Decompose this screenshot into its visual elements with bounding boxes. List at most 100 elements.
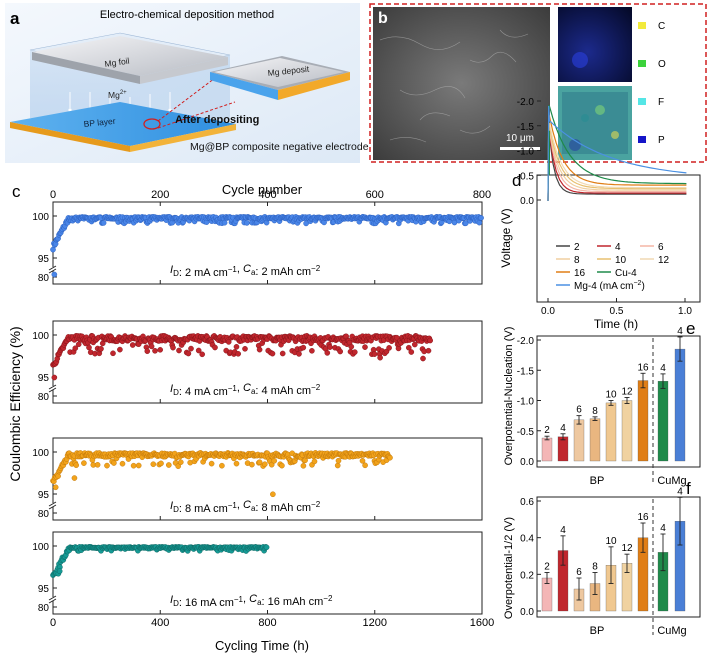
scale-bar (500, 147, 540, 150)
data-point (256, 459, 263, 466)
data-point (462, 220, 469, 227)
data-point (335, 457, 342, 464)
data-points (50, 450, 393, 498)
y-tick-label: 95 (38, 373, 50, 384)
after-depositing-label: After depositing (175, 114, 259, 126)
bar-label: 4 (660, 363, 666, 374)
panel-c-subplots: 100 95 80 ID: 2 mA cm−1, Ca: 2 mAh cm−2 100 9… (32, 189, 494, 629)
data-point (261, 461, 268, 468)
eds-legend: C O F P (638, 21, 666, 146)
mg-foil (32, 36, 228, 76)
bar-label: 4 (560, 525, 566, 536)
eds-map-spot (572, 52, 588, 68)
group-label-cumg: CuMg (657, 475, 686, 487)
data-point (176, 347, 182, 354)
data-point (199, 351, 205, 358)
bar-1 (557, 436, 569, 462)
axis-break-mark (48, 265, 57, 271)
mg-deposit-cu-edge (278, 72, 350, 100)
bar-0 (541, 437, 553, 462)
subplot-condition-label: ID: 4 mA cm−1, Ca: 4 mAh cm−2 (170, 382, 321, 398)
data-point (195, 347, 202, 354)
subplot-8: 100 95 80 ID: 8 mA cm−1, Ca: 8 mAh cm−2 (32, 437, 483, 521)
bottom-tick-label: 1200 (363, 617, 387, 629)
data-point (478, 215, 484, 221)
data-point (279, 350, 286, 357)
voltage-curve (547, 122, 687, 202)
data-point (263, 544, 270, 551)
legend-label: 16 (574, 268, 586, 279)
data-point (152, 347, 158, 354)
data-point (130, 462, 137, 469)
legend-label: 4 (615, 242, 621, 253)
data-point (359, 457, 366, 464)
x-axis-label-d: Time (h) (594, 317, 638, 331)
bar-7 (657, 380, 669, 462)
subplot-2: 100 95 80 ID: 2 mA cm−1, Ca: 2 mAh cm−2 (32, 201, 484, 285)
data-point (135, 462, 142, 469)
data-point (170, 344, 176, 351)
axis-break-gap (50, 386, 57, 390)
axis-break-mark (48, 268, 57, 274)
data-point (73, 462, 79, 469)
bar-2 (573, 419, 585, 462)
outlier-point (51, 374, 58, 381)
y-tick-label: 100 (32, 448, 49, 459)
data-point (427, 337, 434, 344)
legend-label: Mg-4 (mA cm−2) (574, 280, 645, 292)
subplot-condition-label: ID: 8 mA cm−1, Ca: 8 mAh cm−2 (170, 499, 321, 515)
scale-bar-label: 10 μm (506, 133, 534, 144)
data-point (235, 350, 241, 357)
mg-deposit-label: Mg deposit (267, 64, 310, 78)
y-tick-label: 95 (38, 584, 50, 595)
data-point (244, 220, 250, 226)
data-point (81, 460, 87, 466)
axis-break-mark (48, 384, 57, 390)
group-label-bp: BP (590, 625, 605, 637)
data-point (324, 350, 331, 356)
outlier-point (71, 475, 78, 481)
data-point (119, 460, 126, 467)
data-point (425, 347, 432, 354)
data-point (208, 460, 215, 467)
y-tick-label: 0.0 (520, 457, 534, 468)
bar-label: 2 (544, 425, 550, 436)
data-point (219, 462, 225, 469)
panel-a: a Electro-chemical deposition method Mg … (5, 3, 369, 163)
bp-layer-label: BP layer (83, 116, 116, 129)
data-point (72, 345, 79, 352)
data-point (221, 219, 228, 226)
y-tick-label: 100 (32, 331, 49, 342)
eds-legend-swatch-p (638, 136, 646, 143)
bar-5 (621, 400, 633, 462)
data-point (408, 349, 415, 355)
y-tick-label: -1.0 (517, 397, 535, 408)
legend-label: 2 (574, 242, 580, 253)
top-tick-label: 800 (473, 189, 491, 201)
y-tick-label: 95 (38, 254, 50, 265)
y-tick-label: 0.2 (520, 570, 534, 581)
data-point (371, 351, 378, 357)
outlier-point (56, 568, 63, 575)
data-point (111, 460, 117, 466)
data-point (158, 460, 164, 467)
axis-break-gap (50, 503, 57, 507)
data-point (110, 350, 116, 357)
legend-label: 12 (658, 255, 670, 266)
panel-a-caption: Mg@BP composite negative electrode (190, 141, 369, 153)
y-axis-label-e: Overpotential-Nucleation (V) (503, 327, 515, 466)
data-point (268, 461, 275, 468)
eds-legend-swatch-f (638, 98, 646, 105)
data-point (175, 463, 181, 470)
y-tick-label: 100 (32, 542, 49, 553)
mg-foil-edge (32, 52, 140, 84)
y-tick-label: -0.5 (517, 171, 535, 182)
data-point (300, 344, 307, 351)
panel-label-b: b (378, 10, 388, 27)
voltage-curve (547, 125, 687, 202)
bar-label: 6 (576, 567, 582, 578)
panel-label-a: a (10, 9, 20, 28)
bar-label: 8 (592, 406, 598, 417)
bar-label: 12 (621, 386, 633, 397)
bar-label: 4 (677, 326, 683, 337)
